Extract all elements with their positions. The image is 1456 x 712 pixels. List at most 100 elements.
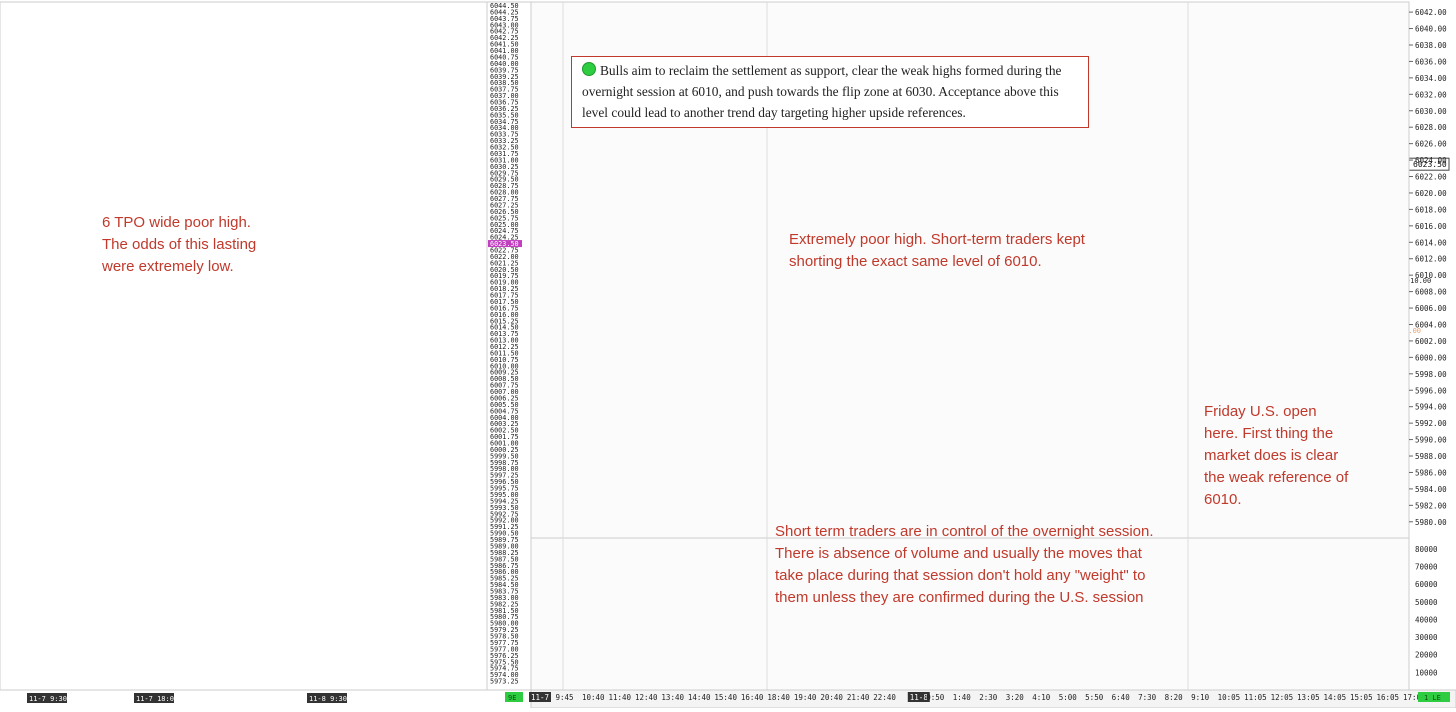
price-tick-label: 6022.00: [1415, 173, 1447, 182]
ladder-price-label: 6044.50: [490, 2, 519, 10]
poor-high-note: 6 TPO wide poor high. The odds of this l…: [102, 214, 257, 275]
extremely-poor-high-note: Extremely poor high. Short-term traders …: [789, 231, 1085, 270]
ladder-price-label: 5992.00: [490, 517, 519, 525]
profile-date-label: 11-7 9:30: [29, 695, 67, 703]
ladder-price-label: 5977.75: [490, 639, 519, 647]
ladder-price-label: 6009.25: [490, 369, 519, 377]
ladder-price-label: 5981.50: [490, 607, 519, 615]
ladder-price-label: 6040.75: [490, 53, 519, 61]
time-tick-label: 20:40: [820, 693, 843, 702]
ladder-price-label: 5985.25: [490, 575, 519, 583]
ladder-price-label: 5983.00: [490, 594, 519, 602]
price-tick-label: 6030.00: [1415, 107, 1447, 116]
ladder-price-label: 5976.25: [490, 652, 519, 660]
ladder-price-label: 6012.25: [490, 343, 519, 351]
ladder-price-label: 6002.50: [490, 427, 519, 435]
price-tick-label: 6026.00: [1415, 140, 1447, 149]
ladder-price-label: 5988.25: [490, 549, 519, 557]
ladder-price-label: 6017.50: [490, 298, 519, 306]
ladder-price-label: 6029.75: [490, 169, 519, 177]
time-tick-label: 9:45: [555, 693, 573, 702]
ladder-price-label: 5983.75: [490, 587, 519, 595]
last-price-label: 6023.50: [1413, 160, 1447, 169]
ladder-price-label: 6019.00: [490, 279, 519, 287]
ladder-price-label: 6010.00: [490, 362, 519, 370]
time-tick-label: 13:05: [1297, 693, 1320, 702]
green-circle-icon: [582, 62, 596, 76]
ladder-price-label: 5977.00: [490, 645, 519, 653]
ladder-price-label: 6022.00: [490, 253, 519, 261]
price-tick-label: 6008.00: [1415, 288, 1447, 297]
overnight-note: Short term traders are in control of the…: [775, 523, 1154, 606]
friday-open-note: Friday U.S. open here. First thing the m…: [1204, 403, 1349, 508]
ladder-price-label: 6036.25: [490, 105, 519, 113]
ladder-price-label: 5986.00: [490, 568, 519, 576]
ladder-price-label: 6041.00: [490, 47, 519, 55]
ladder-price-label: 6008.50: [490, 375, 519, 383]
ladder-price-label: 5986.75: [490, 562, 519, 570]
ladder-price-label: 5998.00: [490, 465, 519, 473]
ladder-price-label: 5995.00: [490, 491, 519, 499]
price-tick-label: 6042.00: [1415, 8, 1447, 17]
ladder-price-label: 6025.00: [490, 221, 519, 229]
ladder-price-label: 6024.75: [490, 227, 519, 235]
ladder-price-label: 6016.75: [490, 304, 519, 312]
ladder-price-label: 6004.00: [490, 414, 519, 422]
ladder-price-label: 6027.25: [490, 201, 519, 209]
time-tick-label: 16:05: [1377, 693, 1400, 702]
ladder-price-label: 5991.25: [490, 523, 519, 531]
ladder-price-label: 6028.75: [490, 182, 519, 190]
volume-tick-label: 30000: [1415, 633, 1438, 642]
time-tick-label: 16:40: [741, 693, 764, 702]
ladder-price-label: 5997.25: [490, 472, 519, 480]
volume-tick-label: 20000: [1415, 651, 1438, 660]
ladder-price-label: 6029.50: [490, 176, 519, 184]
time-tick-label: 5:00: [1059, 693, 1078, 702]
ladder-price-label: 6037.75: [490, 86, 519, 94]
date-marker-label: 11-7: [531, 693, 549, 702]
time-tick-label: 8:20: [1165, 693, 1184, 702]
price-tick-label: 6024.00: [1415, 156, 1447, 165]
ladder-price-label: 6042.75: [490, 28, 519, 36]
ladder-price-label: 6038.50: [490, 79, 519, 87]
ladder-price-label: 5994.25: [490, 497, 519, 505]
ladder-price-label: 6013.00: [490, 337, 519, 345]
ladder-price-label: 5978.50: [490, 633, 519, 641]
ladder-price-label: 6043.00: [490, 21, 519, 29]
date-marker: [907, 692, 930, 702]
ladder-price-label: 5984.50: [490, 581, 519, 589]
ladder-price-label: 5989.00: [490, 542, 519, 550]
ladder-price-label: 5979.25: [490, 626, 519, 634]
ladder-price-label: 6023.50: [490, 240, 519, 248]
ladder-price-label: 6041.50: [490, 41, 519, 49]
ladder-price-label: 6025.75: [490, 214, 519, 222]
ladder-price-label: 6042.25: [490, 34, 519, 42]
price-tick-label: 6010.00: [1415, 271, 1447, 280]
price-tick-label: 5988.00: [1415, 452, 1447, 461]
time-tick-label: 10:05: [1218, 693, 1241, 702]
ladder-price-label: 5993.50: [490, 504, 519, 512]
ladder-price-label: 6040.00: [490, 60, 519, 68]
ladder-price-label: 6013.75: [490, 330, 519, 338]
profile-date-tag: [134, 693, 174, 703]
time-tick-label: 18:40: [767, 693, 790, 702]
price-tick-label: 6034.00: [1415, 74, 1447, 83]
ladder-price-label: 5973.25: [490, 678, 519, 686]
ladder-price-label: 6034.75: [490, 118, 519, 126]
ladder-current-highlight: [488, 240, 522, 248]
time-tick-label: 15:40: [714, 693, 737, 702]
volume-tick-label: 70000: [1415, 562, 1438, 571]
price-tick-label: 6016.00: [1415, 222, 1447, 231]
ladder-price-label: 5975.50: [490, 658, 519, 666]
ladder-price-label: 6018.25: [490, 285, 519, 293]
price-tick-label: 6038.00: [1415, 41, 1447, 50]
ladder-price-label: 6039.25: [490, 73, 519, 81]
time-tick-label: 11:40: [608, 693, 631, 702]
volume-tick-label: 50000: [1415, 598, 1438, 607]
ladder-price-label: 6039.75: [490, 66, 519, 74]
callout-text: Bulls aim to reclaim the settlement as s…: [582, 63, 1062, 120]
time-tick-label: 4:10: [1032, 693, 1051, 702]
volume-tick-label: 60000: [1415, 580, 1438, 589]
